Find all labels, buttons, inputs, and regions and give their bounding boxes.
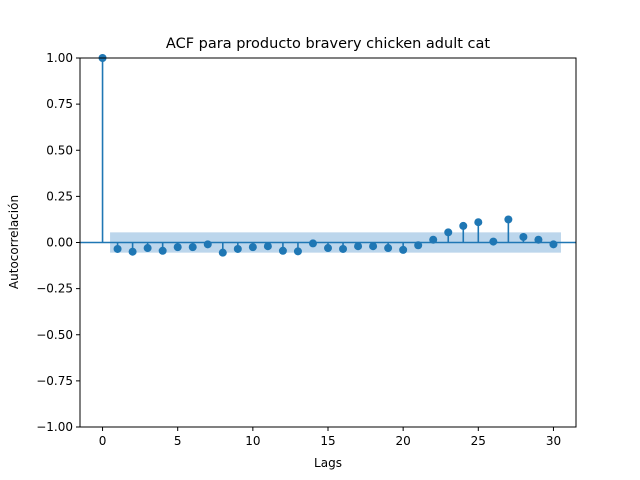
y-tick-label-0: −1.00 [36, 420, 73, 434]
acf-marker-lag-7 [203, 240, 212, 249]
x-tick-label-15: 15 [320, 434, 335, 448]
acf-marker-lag-15 [324, 244, 332, 253]
y-tick-label-7: 0.75 [46, 97, 73, 111]
x-tick-label-25: 25 [471, 434, 486, 448]
y-tick-label-6: 0.50 [46, 143, 73, 157]
y-tick-label-5: 0.25 [46, 189, 73, 203]
x-tick-label-30: 30 [546, 434, 561, 448]
acf-marker-lag-24 [459, 221, 468, 230]
acf-marker-lag-8 [218, 248, 227, 257]
acf-marker-lag-2 [128, 247, 137, 256]
y-tick-label-8: 1.00 [46, 51, 73, 65]
acf-marker-lag-16 [339, 244, 348, 253]
y-axis-label: Autocorrelación [7, 195, 21, 289]
acf-marker-lag-5 [173, 243, 182, 252]
x-tick-label-20: 20 [396, 434, 411, 448]
x-tick-label-10: 10 [245, 434, 260, 448]
acf-marker-lag-1 [113, 244, 122, 253]
y-tick-label-3: −0.25 [36, 282, 73, 296]
acf-marker-lag-10 [248, 243, 257, 252]
y-axis: −1.00 −0.75 −0.50 −0.25 0.00 0.25 0.50 0.75 1.00 [36, 51, 80, 434]
acf-marker-lag-19 [384, 244, 393, 253]
acf-marker-lag-9 [233, 244, 242, 253]
acf-marker-lag-27 [504, 215, 513, 224]
acf-marker-lag-3 [143, 244, 152, 253]
chart-title: ACF para producto bravery chicken adult … [166, 36, 490, 52]
acf-marker-lag-17 [354, 242, 363, 251]
plot-area [80, 54, 576, 257]
acf-marker-lag-11 [263, 242, 272, 251]
y-tick-label-1: −0.75 [36, 374, 73, 388]
y-tick-label-4: 0.00 [46, 236, 73, 250]
acf-marker-lag-14 [308, 239, 317, 248]
x-axis: 0 5 10 15 20 25 30 [99, 427, 561, 448]
acf-marker-lag-20 [399, 245, 408, 254]
acf-marker-lag-26 [489, 237, 498, 246]
acf-marker-lag-12 [278, 246, 287, 255]
acf-marker-lag-13 [293, 247, 302, 256]
x-tick-label-0: 0 [99, 434, 107, 448]
acf-marker-lag-25 [474, 218, 483, 227]
acf-marker-lag-6 [188, 243, 197, 252]
x-tick-label-5: 5 [174, 434, 182, 448]
acf-marker-lag-23 [444, 228, 453, 237]
acf-marker-lag-30 [549, 240, 558, 249]
y-tick-label-2: −0.50 [36, 328, 73, 342]
acf-marker-lag-4 [158, 246, 167, 255]
acf-marker-lag-28 [519, 232, 528, 241]
x-axis-label: Lags [314, 456, 342, 470]
acf-marker-lag-18 [369, 242, 378, 251]
